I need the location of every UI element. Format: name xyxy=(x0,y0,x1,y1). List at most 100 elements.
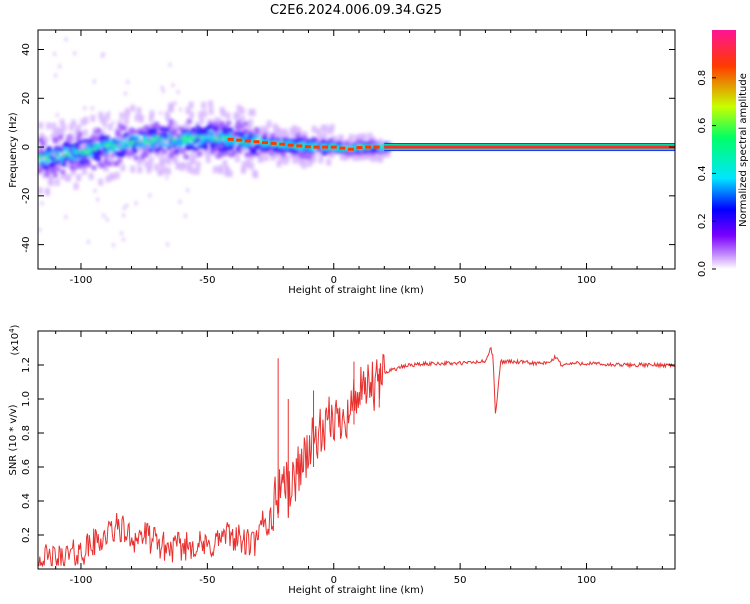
heatmap-cell-3-186 xyxy=(129,144,133,148)
heatmap-cell-3-299 xyxy=(151,135,156,139)
heatmap-cell-3-93 xyxy=(318,144,323,148)
heatmap-cell-4-78 xyxy=(42,155,46,158)
heatmap-cell-0-103 xyxy=(194,167,200,175)
heatmap-x-axis-label: Height of straight line (km) xyxy=(288,285,424,296)
heatmap-cell-0-339 xyxy=(384,149,390,157)
heatmap-scatter-34 xyxy=(40,201,44,206)
heatmap-cell-3-189 xyxy=(110,143,115,147)
heatmap-scatter-45 xyxy=(120,231,123,236)
heatmap-cell-2-295 xyxy=(52,160,58,165)
heatmap-scatter-24 xyxy=(125,203,129,208)
heatmap-cell-0-225 xyxy=(247,125,252,133)
heatmap-cell-1-326 xyxy=(38,169,41,174)
heatmap-cell-0-2 xyxy=(52,129,58,137)
heatmap-cell-2-49 xyxy=(87,138,93,143)
heatmap-cell-3-143 xyxy=(218,131,223,135)
heatmap-scatter-14 xyxy=(148,193,152,198)
heatmap-cell-1-67 xyxy=(197,151,203,157)
heatmap-cell-0-171 xyxy=(292,156,298,164)
heatmap-cell-4-71 xyxy=(93,146,97,149)
heatmap-cell-2-289 xyxy=(275,145,281,150)
heatmap-cell-0-310 xyxy=(99,115,105,123)
heatmap-cell-0-342 xyxy=(50,133,56,141)
heatmap-cell-2-110 xyxy=(220,130,226,135)
heatmap-scatter-48 xyxy=(168,62,172,67)
heatmap-cell-0-211 xyxy=(74,128,80,136)
heatmap-cell-2-284 xyxy=(191,127,197,132)
heatmap-cell-0-70 xyxy=(66,159,72,167)
heatmap-scatter-9 xyxy=(165,175,169,180)
heatmap-cell-0-169 xyxy=(218,167,224,175)
heatmap-cell-4-60 xyxy=(193,136,197,139)
heatmap-cell-3-135 xyxy=(55,149,60,153)
heatmap-scatter-51 xyxy=(76,177,80,182)
heatmap-cell-0-263 xyxy=(352,154,358,162)
heatmap-cell-3-183 xyxy=(38,162,42,165)
heatmap-cell-1-2 xyxy=(38,146,44,152)
heatmap-cell-0-247 xyxy=(249,162,255,170)
ridge-peak-16 xyxy=(365,145,372,149)
heatmap-cell-0-271 xyxy=(56,128,62,135)
snr-xtick-label--100: -100 xyxy=(70,575,93,586)
heatmap-cell-0-13 xyxy=(98,111,104,119)
heatmap-cell-1-65 xyxy=(215,131,220,137)
heatmap-cell-4-111 xyxy=(45,156,49,159)
heatmap-cell-1-265 xyxy=(229,130,235,136)
heatmap-cell-1-310 xyxy=(144,129,150,135)
heatmap-cell-4-18 xyxy=(113,146,117,149)
heatmap-scatter-31 xyxy=(84,116,88,121)
heatmap-cell-3-240 xyxy=(142,135,147,139)
heatmap-cell-0-363 xyxy=(81,142,87,150)
ridge-peak-1 xyxy=(236,138,243,142)
heatmap-cell-3-252 xyxy=(186,142,191,145)
heatmap-cell-1-57 xyxy=(168,119,174,125)
heatmap-cell-3-235 xyxy=(266,139,271,143)
heatmap-blobs xyxy=(38,37,392,248)
heatmap-cell-4-57 xyxy=(74,150,78,154)
heatmap-cell-2-281 xyxy=(202,140,208,145)
heatmap-cell-4-97 xyxy=(210,137,214,140)
heatmap-cell-0-138 xyxy=(378,138,383,146)
heatmap-cell-0-158 xyxy=(164,156,170,164)
heatmap-cell-2-230 xyxy=(96,149,102,154)
heatmap-cell-3-231 xyxy=(136,137,141,141)
heatmap-cell-0-3 xyxy=(162,166,168,174)
heatmap-cell-4-6 xyxy=(62,155,66,158)
heatmap-cell-4-109 xyxy=(225,135,229,139)
heatmap-cell-1-341 xyxy=(242,128,248,134)
heatmap-scatter-18 xyxy=(155,144,159,149)
heatmap-cell-1-277 xyxy=(171,130,177,136)
heatmap-cell-0-104 xyxy=(216,118,222,126)
heatmap-cell-3-270 xyxy=(224,141,229,144)
heatmap-cell-2-370 xyxy=(113,150,119,155)
heatmap-cell-3-7 xyxy=(298,141,303,145)
heatmap-cell-2-213 xyxy=(160,127,166,132)
heatmap-cell-1-107 xyxy=(223,124,229,130)
heatmap-cell-1-163 xyxy=(186,118,192,124)
heatmap-cell-4-39 xyxy=(80,150,84,154)
heatmap-cell-1-272 xyxy=(269,150,275,156)
heatmap-cell-2-365 xyxy=(68,159,74,163)
heatmap-cell-4-133 xyxy=(223,137,227,140)
heatmap-cell-0-185 xyxy=(339,151,345,159)
heatmap-cell-1-42 xyxy=(52,172,58,178)
heatmap-cell-3-228 xyxy=(123,141,128,145)
colorbar-tick-label-4: 0.8 xyxy=(697,70,708,86)
heatmap-cell-0-235 xyxy=(322,132,328,140)
heatmap-cell-1-153 xyxy=(370,150,376,156)
heatmap-cell-0-354 xyxy=(380,151,386,159)
heatmap-cell-3-239 xyxy=(99,145,104,149)
heatmap-cell-0-385 xyxy=(43,136,49,144)
heatmap-cell-3-222 xyxy=(232,137,237,141)
heatmap-scatter-52 xyxy=(113,154,117,158)
heatmap-cell-1-264 xyxy=(143,125,149,130)
heatmap-cell-2-314 xyxy=(96,157,102,162)
heatmap-cell-0-402 xyxy=(318,132,323,140)
heatmap-cell-3-58 xyxy=(59,159,64,163)
heatmap-cell-3-74 xyxy=(50,150,55,154)
heatmap-cell-2-360 xyxy=(223,147,229,152)
heatmap-cell-4-96 xyxy=(292,145,296,148)
heatmap-cell-2-227 xyxy=(61,159,67,163)
heatmap-cell-0-393 xyxy=(348,134,354,141)
heatmap-y-axis-label: Frequency (Hz) xyxy=(8,112,19,188)
